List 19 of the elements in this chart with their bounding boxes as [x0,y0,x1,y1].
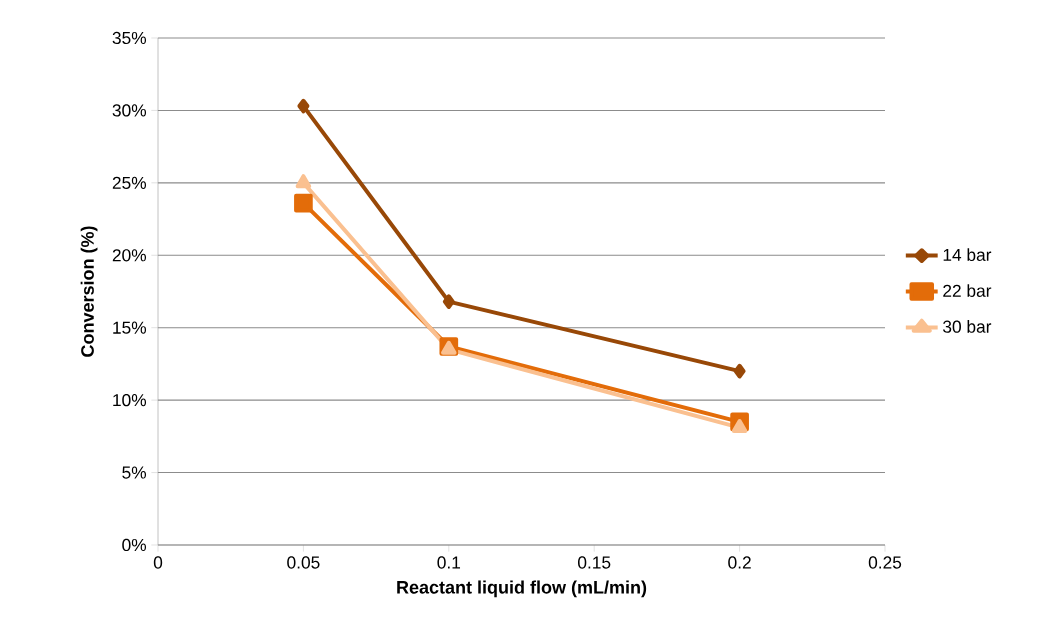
y-tick-label: 30% [112,104,147,117]
y-tick-label: 10% [113,393,147,407]
x-tick-label: 0.2 [728,556,751,569]
x-tick-label: 0.15 [578,556,611,569]
legend-label: 30 bar [943,320,992,333]
y-tick-label: 0% [122,538,147,552]
y-axis-title: Conversion (%) [80,226,98,357]
legend-label: 14 bar [943,248,992,262]
y-tick-label: 25% [112,176,147,189]
x-tick-label: 0 [153,556,163,569]
legend-label: 22 bar [943,284,992,297]
y-tick-label: 20% [112,249,147,262]
y-tick-label: 35% [112,31,147,45]
x-tick-label: 0.25 [868,556,902,569]
x-tick-label: 0.05 [287,556,320,569]
x-tick-label: 0.1 [437,556,461,569]
y-tick-label: 5% [122,466,147,479]
y-tick-label: 15% [113,321,147,334]
x-axis-title: Reactant liquid flow (mL/min) [397,580,647,598]
